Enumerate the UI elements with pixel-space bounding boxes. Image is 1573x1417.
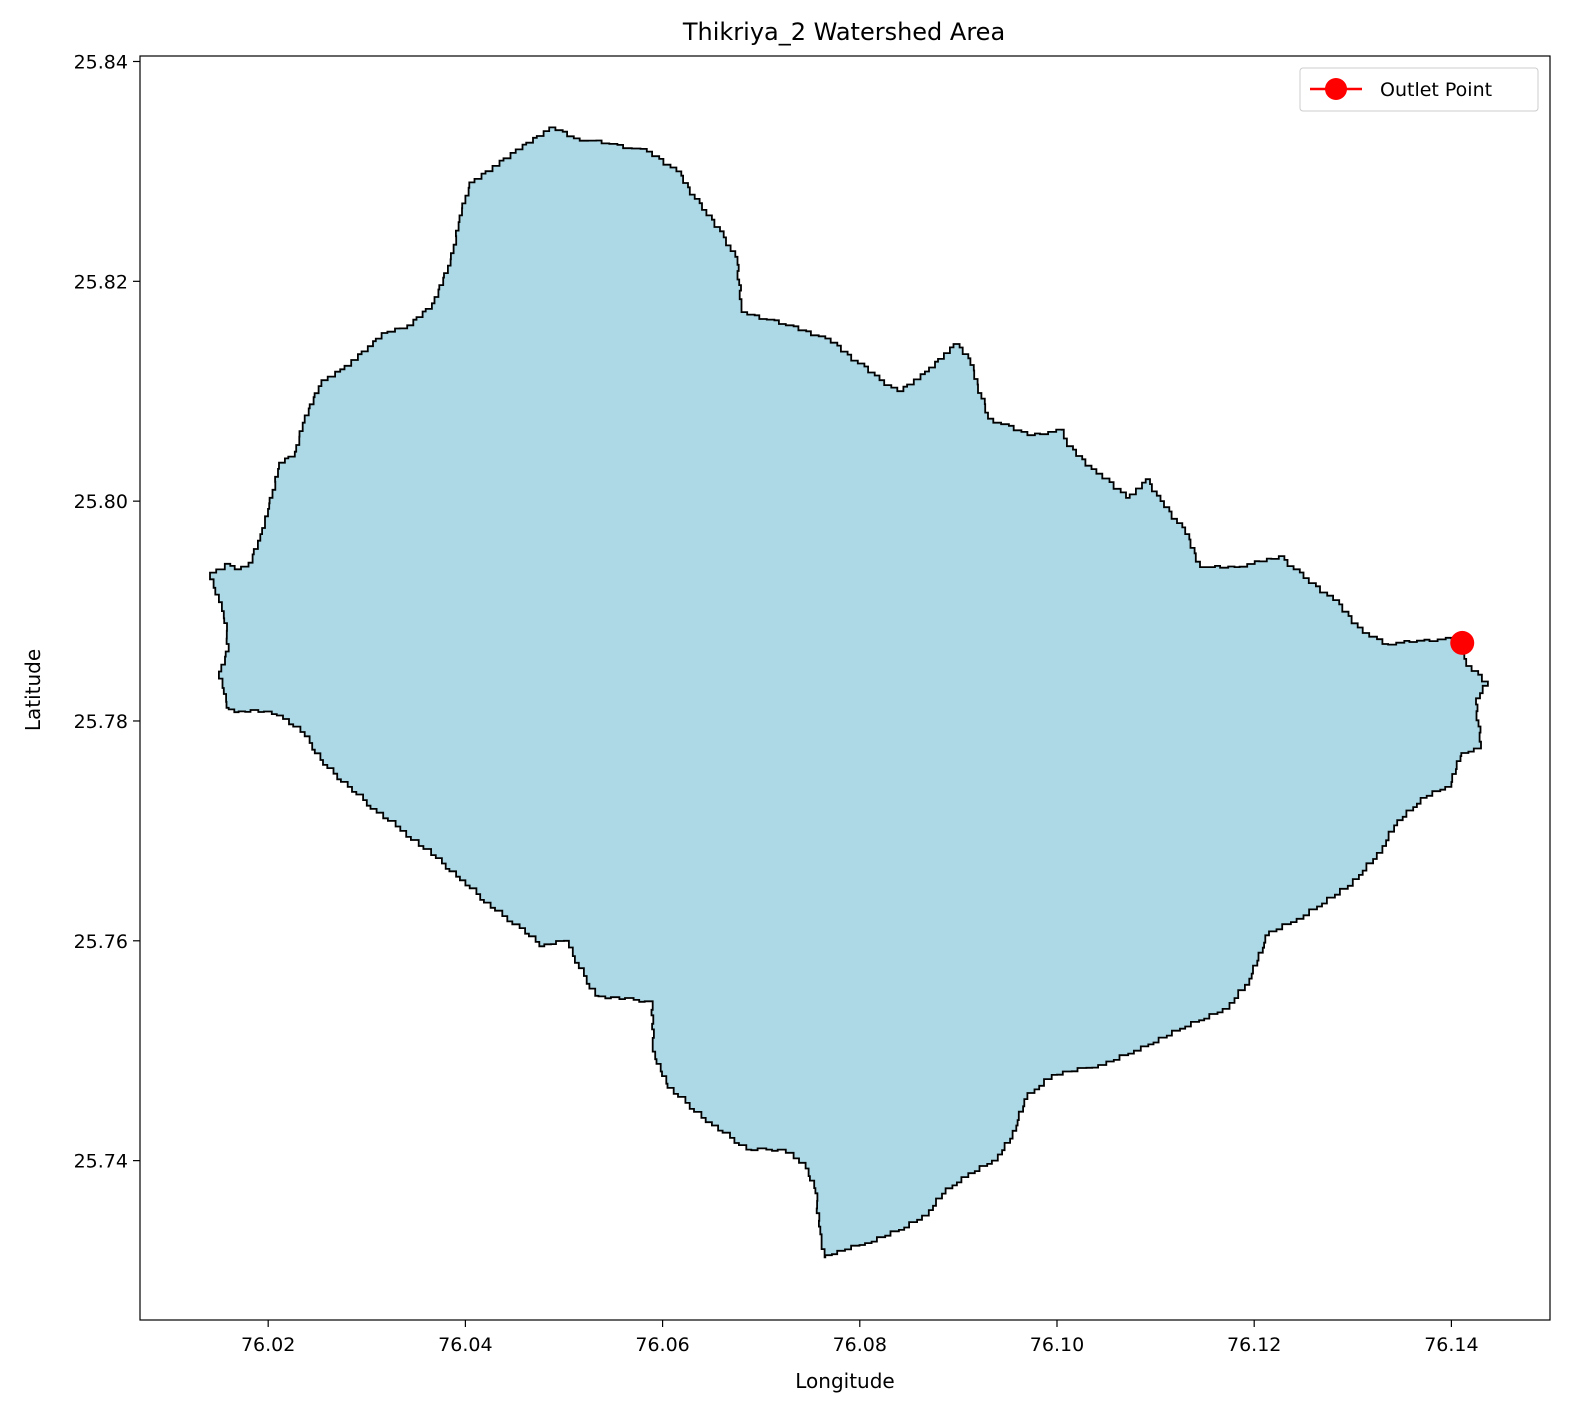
- axes-frame: [139, 55, 1551, 1321]
- chart-title: Thikriya_2 Watershed Area: [682, 18, 1005, 46]
- legend: Outlet Point: [1299, 67, 1539, 112]
- x-tick-label: 76.10: [1030, 1334, 1084, 1356]
- x-tick-label: 76.04: [438, 1334, 492, 1356]
- y-tick-label: 25.78: [74, 711, 128, 733]
- y-tick-label: 25.74: [74, 1151, 128, 1173]
- x-tick-label: 76.08: [833, 1334, 887, 1356]
- outlet-point-marker: [1450, 630, 1475, 655]
- x-tick-label: 76.14: [1424, 1334, 1478, 1356]
- legend-box: [1299, 67, 1539, 112]
- y-tick-label: 25.82: [74, 271, 128, 293]
- x-tick-label: 76.12: [1227, 1334, 1281, 1356]
- y-tick-label: 25.84: [74, 51, 128, 73]
- y-tick-label: 25.80: [74, 491, 128, 513]
- x-axis-title: Longitude: [795, 1369, 894, 1393]
- watershed-polygon: [209, 126, 1489, 1259]
- plot-area: [209, 126, 1489, 1259]
- legend-label: Outlet Point: [1380, 79, 1492, 101]
- y-tick-label: 25.76: [74, 931, 128, 953]
- x-tick-label: 76.02: [241, 1334, 295, 1356]
- y-axis-title: Latitude: [21, 649, 45, 731]
- legend-marker: [1325, 78, 1347, 100]
- y-axis: 25.74 25.76 25.78 25.80 25.82 25.84: [74, 51, 140, 1173]
- x-tick-label: 76.06: [635, 1334, 689, 1356]
- x-axis: 76.02 76.04 76.06 76.08 76.10 76.12 76.14: [241, 1320, 1479, 1356]
